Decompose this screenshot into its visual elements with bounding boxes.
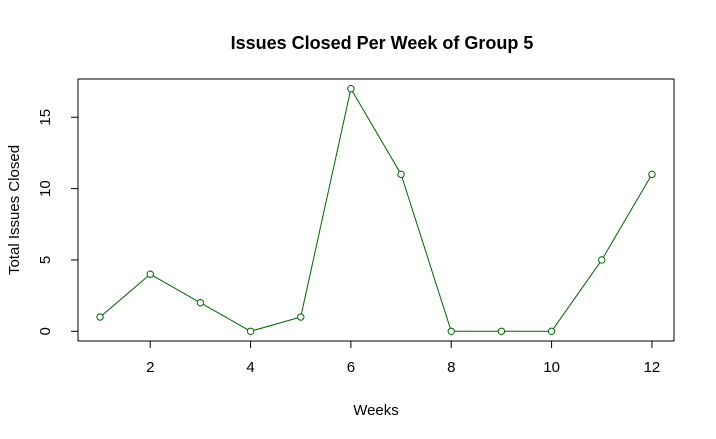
- data-point: [196, 299, 205, 307]
- data-point: [146, 270, 154, 278]
- y-tick-label: 0: [37, 327, 54, 335]
- series-line-segment: [401, 177, 451, 329]
- chart-title: Issues Closed Per Week of Group 5: [231, 33, 534, 53]
- x-tick-label: 2: [146, 359, 154, 376]
- series-line-segment: [553, 262, 601, 329]
- x-tick-label: 4: [246, 359, 254, 376]
- x-axis: 2 4 6 8 10 12: [146, 341, 660, 376]
- series-line-segment: [352, 91, 400, 172]
- data-point: [397, 170, 405, 179]
- x-tick-label: 6: [347, 359, 355, 376]
- data-point: [246, 327, 255, 335]
- x-tick-label: 8: [447, 359, 455, 376]
- plot-frame: [77, 78, 675, 342]
- x-tick-label: 12: [644, 359, 661, 376]
- data-point: [96, 313, 104, 321]
- x-axis-label: Weeks: [353, 402, 399, 419]
- series-line-segment: [602, 176, 651, 258]
- data-point: [648, 170, 656, 179]
- y-axis: 0 5 10 15: [37, 109, 78, 335]
- series-line-segment: [300, 91, 351, 315]
- data-point: [447, 327, 455, 335]
- y-tick-label: 5: [37, 256, 54, 264]
- series-line-segment: [253, 317, 298, 331]
- data-point: [598, 256, 606, 264]
- y-tick-label: 10: [37, 180, 54, 197]
- x-tick-label: 10: [543, 359, 560, 376]
- y-axis-label: Total Issues Closed: [6, 145, 23, 275]
- series-line-segment: [102, 275, 149, 316]
- y-tick-label: 15: [37, 109, 54, 126]
- series-line-segment: [152, 275, 198, 302]
- series-layer: [96, 85, 656, 335]
- series-line-segment: [202, 303, 249, 331]
- data-point: [297, 313, 305, 321]
- data-point: [497, 327, 506, 335]
- data-point: [347, 85, 355, 93]
- data-point: [547, 327, 556, 335]
